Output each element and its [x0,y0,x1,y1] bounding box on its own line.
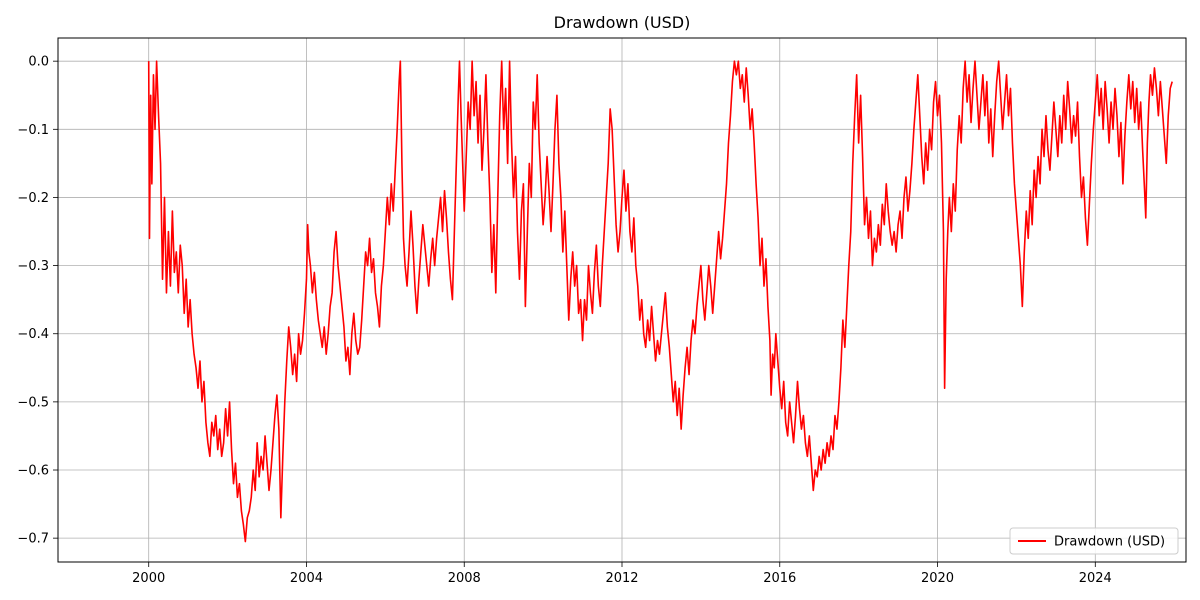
grid-lines [58,38,1186,562]
y-tick-label: −0.7 [17,532,49,547]
y-tick-label: −0.3 [17,259,49,274]
axes: 2000 2004 2008 2012 2016 2020 2024 0.0 −0.1 −0.2 −… [17,55,1111,586]
series-line-drawdown [147,60,1173,543]
x-tick-label: 2004 [290,571,323,586]
y-tick-label: −0.6 [17,464,49,479]
x-tick-label: 2024 [1079,571,1112,586]
y-tick-label: 0.0 [28,55,49,70]
x-tick-label: 2012 [605,571,638,586]
legend: Drawdown (USD) [1009,527,1179,555]
x-tick-label: 2020 [921,571,954,586]
y-tick-label: −0.1 [17,123,49,138]
plot-frame [57,37,1187,563]
x-tick-label: 2000 [132,571,165,586]
series-layer [147,60,1173,543]
legend-label: Drawdown (USD) [1054,535,1165,550]
y-tick-label: −0.5 [17,395,49,410]
x-tick-label: 2016 [763,571,796,586]
x-tick-label: 2008 [448,571,481,586]
chart-title: Drawdown (USD) [554,13,691,32]
y-tick-label: −0.2 [17,191,49,206]
y-tick-label: −0.4 [17,327,49,342]
legend-box [1009,527,1179,555]
